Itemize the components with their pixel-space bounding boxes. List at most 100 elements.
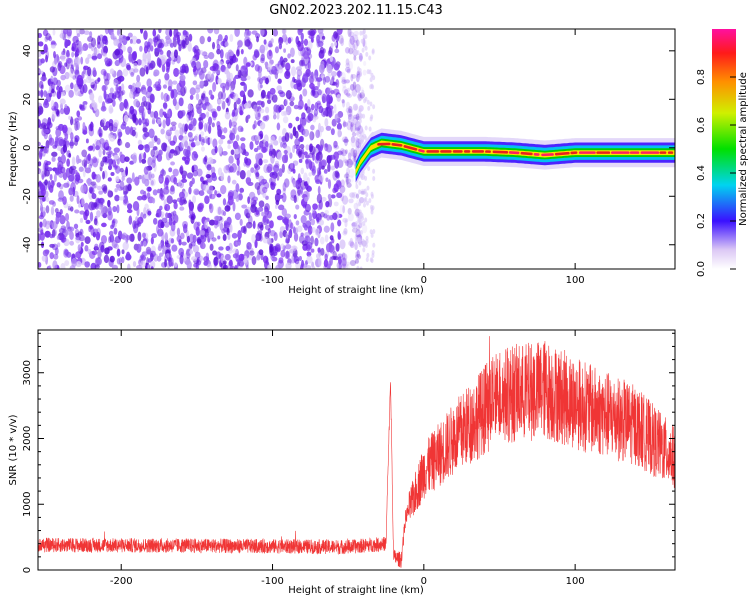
heatmap-cell <box>113 147 120 153</box>
heatmap-cell <box>336 29 343 36</box>
heatmap-cell <box>358 242 362 248</box>
heatmap-cell <box>153 69 160 77</box>
heatmap-cell <box>262 255 269 264</box>
heatmap-cell <box>271 94 278 103</box>
heatmap-cell <box>266 219 270 224</box>
heatmap-cell <box>161 217 168 223</box>
heatmap-cell <box>358 68 362 74</box>
heatmap-cell <box>44 250 50 255</box>
heatmap-cell <box>228 259 233 267</box>
heatmap-cell <box>369 77 373 83</box>
heatmap-cell <box>79 217 84 224</box>
y-tick-label: 2000 <box>22 426 33 451</box>
heatmap-cell <box>258 249 264 256</box>
heatmap-cell <box>356 249 360 258</box>
heatmap-cell <box>65 51 71 58</box>
heatmap-cell <box>311 261 315 268</box>
heatmap-cell <box>74 209 80 214</box>
heatmap-cell <box>275 264 281 269</box>
heatmap-cell <box>320 196 327 202</box>
heatmap-cell <box>308 212 312 222</box>
heatmap-cell <box>328 244 335 253</box>
heatmap-cell <box>112 206 117 213</box>
heatmap-cell <box>216 193 222 198</box>
heatmap-cell <box>126 209 133 214</box>
heatmap-cell <box>137 231 142 242</box>
heatmap-cell <box>298 158 303 163</box>
heatmap-cell <box>301 112 306 120</box>
heatmap-cell <box>296 225 303 233</box>
heatmap-cell <box>96 210 101 218</box>
heatmap-cell <box>358 107 362 113</box>
heatmap-cell <box>165 37 172 44</box>
heatmap-cell <box>325 125 332 131</box>
heatmap-cell <box>280 142 283 148</box>
heatmap-cell <box>208 89 213 96</box>
heatmap-cell <box>100 235 108 244</box>
heatmap-cell <box>40 84 44 90</box>
heatmap-cell <box>240 137 246 142</box>
heatmap-cell <box>307 98 311 107</box>
heatmap-cell <box>92 67 97 77</box>
heatmap-cell <box>295 204 300 210</box>
heatmap-cell <box>227 163 232 174</box>
heatmap-cell <box>345 62 350 69</box>
heatmap-cell <box>277 204 285 211</box>
heatmap-cell <box>360 38 364 44</box>
heatmap-cell <box>330 165 336 171</box>
heatmap-cell <box>170 174 176 183</box>
heatmap-cell <box>51 221 58 230</box>
heatmap-cell <box>62 29 69 35</box>
heatmap-cell <box>235 134 240 142</box>
heatmap-cell <box>38 233 42 241</box>
heatmap-cell <box>59 98 66 105</box>
heatmap-cell <box>254 239 258 249</box>
heatmap-cell <box>243 156 248 164</box>
heatmap-cell <box>307 40 313 50</box>
heatmap-cell <box>103 70 107 77</box>
heatmap-cell <box>110 172 115 177</box>
heatmap-cell <box>160 91 164 101</box>
heatmap-cell <box>38 32 42 39</box>
heatmap-cell <box>355 113 360 121</box>
heatmap-cell <box>202 103 207 111</box>
heatmap-cell <box>339 204 345 215</box>
heatmap-cell <box>352 40 359 50</box>
heatmap-cell <box>352 34 359 43</box>
heatmap-cell <box>186 260 192 269</box>
heatmap-cell <box>356 50 360 56</box>
heatmap-cell <box>160 243 165 249</box>
heatmap-cell <box>228 93 235 98</box>
heatmap-cell <box>361 89 365 95</box>
heatmap-cell <box>310 218 316 226</box>
heatmap-cell <box>129 233 135 242</box>
heatmap-cell <box>345 101 350 110</box>
heatmap-cell <box>117 128 122 139</box>
heatmap-cell <box>172 168 179 177</box>
heatmap-cell <box>185 149 191 158</box>
heatmap-cell <box>132 260 137 268</box>
heatmap-cell <box>341 76 346 83</box>
heatmap-cell <box>109 87 114 94</box>
heatmap-cell <box>200 136 205 146</box>
heatmap-cell <box>329 154 333 162</box>
heatmap-cell <box>280 110 288 117</box>
heatmap-cell <box>371 49 375 55</box>
heatmap-cell <box>184 159 190 165</box>
heatmap-cell <box>64 62 68 67</box>
heatmap-cell <box>89 121 94 132</box>
heatmap-cell <box>207 29 214 34</box>
heatmap-cell <box>226 61 232 69</box>
heatmap-cell <box>295 260 301 269</box>
heatmap-cell <box>217 129 222 138</box>
heatmap-cell <box>303 172 308 182</box>
heatmap-cell <box>109 134 116 142</box>
heatmap-cell <box>139 45 143 52</box>
heatmap-cell <box>149 178 156 187</box>
heatmap-cell <box>193 153 199 159</box>
heatmap-cell <box>276 122 281 131</box>
heatmap-cell <box>351 43 356 51</box>
heatmap-cell <box>244 151 249 157</box>
heatmap-cell <box>147 258 152 263</box>
